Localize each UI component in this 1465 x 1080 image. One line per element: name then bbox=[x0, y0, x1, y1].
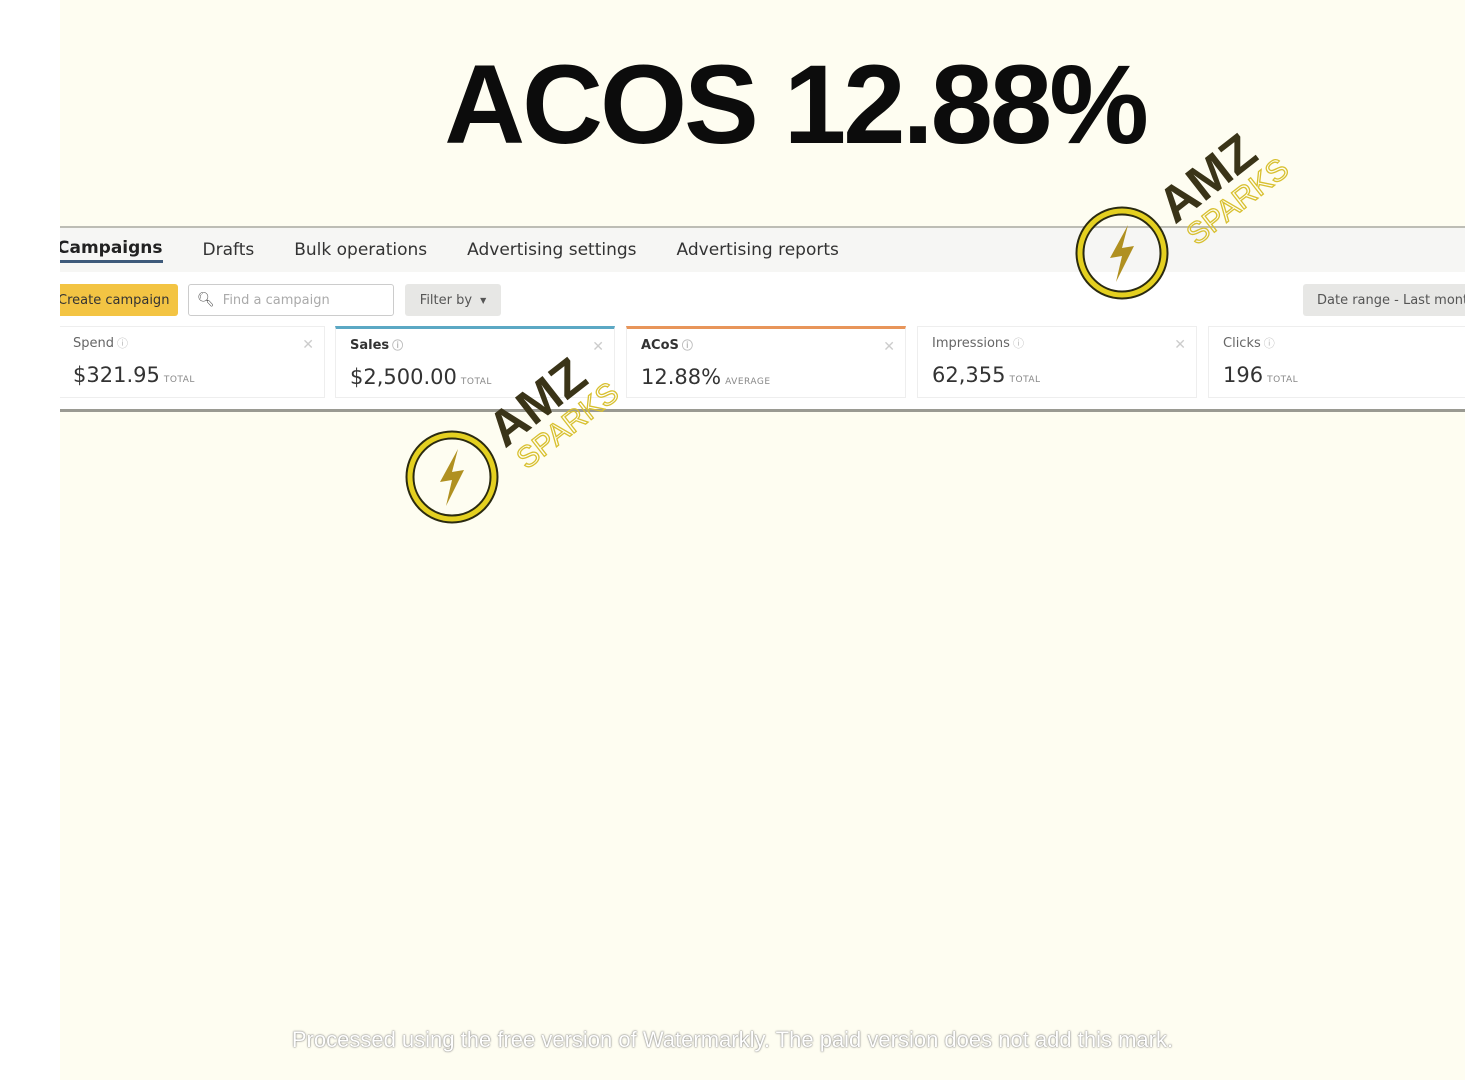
tab-drafts[interactable]: Drafts bbox=[202, 240, 255, 260]
metric-label: Impressions ⓘ bbox=[932, 335, 1182, 351]
metric-value: 196 bbox=[1223, 363, 1264, 387]
metric-unit: TOTAL bbox=[1267, 375, 1299, 385]
metric-card-spend[interactable]: Spend ⓘ $321.95 TOTAL ✕ bbox=[60, 326, 325, 398]
toolbar: Create campaign 🔍︎ Find a campaign Filte… bbox=[60, 284, 1465, 318]
metric-unit: TOTAL bbox=[1009, 375, 1041, 385]
filter-label: Filter by bbox=[419, 292, 473, 308]
campaign-manager-panel: Campaigns Drafts Bulk operations Adverti… bbox=[60, 226, 1465, 412]
close-icon[interactable]: ✕ bbox=[1174, 337, 1186, 353]
create-campaign-button[interactable]: Create campaign bbox=[60, 284, 178, 316]
info-icon: ⓘ bbox=[1263, 337, 1275, 350]
metric-label: Clicks ⓘ bbox=[1223, 335, 1463, 351]
metric-name: Sales bbox=[350, 338, 390, 353]
metric-value-row: 196 TOTAL bbox=[1223, 363, 1463, 387]
metric-card-clicks[interactable]: Clicks ⓘ 196 TOTAL bbox=[1208, 326, 1465, 398]
metric-value: 62,355 bbox=[932, 363, 1006, 387]
canvas: ACOS 12.88% Campaigns Drafts Bulk operat… bbox=[60, 0, 1465, 1080]
watermark-notice: Processed using the free version of Wate… bbox=[291, 1027, 1174, 1052]
metric-value-row: $2,500.00 TOTAL bbox=[350, 365, 600, 389]
create-campaign-label: Create campaign bbox=[60, 292, 170, 308]
close-icon[interactable]: ✕ bbox=[302, 337, 314, 353]
close-icon[interactable]: ✕ bbox=[592, 339, 604, 355]
metric-unit: AVERAGE bbox=[725, 377, 771, 387]
search-placeholder: Find a campaign bbox=[222, 292, 330, 308]
metric-value-row: 12.88% AVERAGE bbox=[641, 365, 891, 389]
metric-name: Impressions bbox=[932, 336, 1010, 351]
metric-name: ACoS bbox=[641, 338, 679, 353]
metric-value-row: $321.95 TOTAL bbox=[73, 363, 310, 387]
close-icon[interactable]: ✕ bbox=[883, 339, 895, 355]
search-input[interactable]: 🔍︎ Find a campaign bbox=[188, 284, 394, 316]
date-range-label: Date range - Last mont bbox=[1317, 292, 1465, 308]
metric-card-impressions[interactable]: Impressions ⓘ 62,355 TOTAL ✕ bbox=[917, 326, 1197, 398]
filter-by-button[interactable]: Filter by ▼ bbox=[405, 284, 501, 316]
search-icon: 🔍︎ bbox=[197, 292, 215, 308]
metric-value: 12.88% bbox=[641, 365, 722, 389]
tab-advertising-settings[interactable]: Advertising settings bbox=[467, 240, 637, 260]
tab-bar: Campaigns Drafts Bulk operations Adverti… bbox=[60, 228, 1465, 272]
info-icon: ⓘ bbox=[392, 339, 404, 352]
tab-campaigns[interactable]: Campaigns bbox=[60, 238, 163, 263]
tab-bulk-operations[interactable]: Bulk operations bbox=[294, 240, 428, 260]
headline: ACOS 12.88% bbox=[444, 42, 1149, 167]
info-icon: ⓘ bbox=[1012, 337, 1024, 350]
date-range-button[interactable]: Date range - Last mont bbox=[1303, 284, 1465, 316]
metric-label: ACoS ⓘ bbox=[641, 337, 891, 353]
metric-card-sales[interactable]: Sales ⓘ $2,500.00 TOTAL ✕ bbox=[335, 326, 615, 398]
metric-unit: TOTAL bbox=[460, 377, 492, 387]
metric-value-row: 62,355 TOTAL bbox=[932, 363, 1182, 387]
metric-value: $2,500.00 bbox=[350, 365, 457, 389]
tab-advertising-reports[interactable]: Advertising reports bbox=[676, 240, 839, 260]
metric-name: Clicks bbox=[1223, 336, 1261, 351]
metric-name: Spend bbox=[73, 336, 114, 351]
metric-unit: TOTAL bbox=[163, 375, 195, 385]
info-icon: ⓘ bbox=[117, 337, 128, 350]
metric-label: Sales ⓘ bbox=[350, 337, 600, 353]
caret-down-icon: ▼ bbox=[480, 295, 487, 305]
metric-value: $321.95 bbox=[73, 363, 160, 387]
info-icon: ⓘ bbox=[681, 339, 693, 352]
metric-label: Spend ⓘ bbox=[73, 335, 310, 351]
metric-card-acos[interactable]: ACoS ⓘ 12.88% AVERAGE ✕ bbox=[626, 326, 906, 398]
